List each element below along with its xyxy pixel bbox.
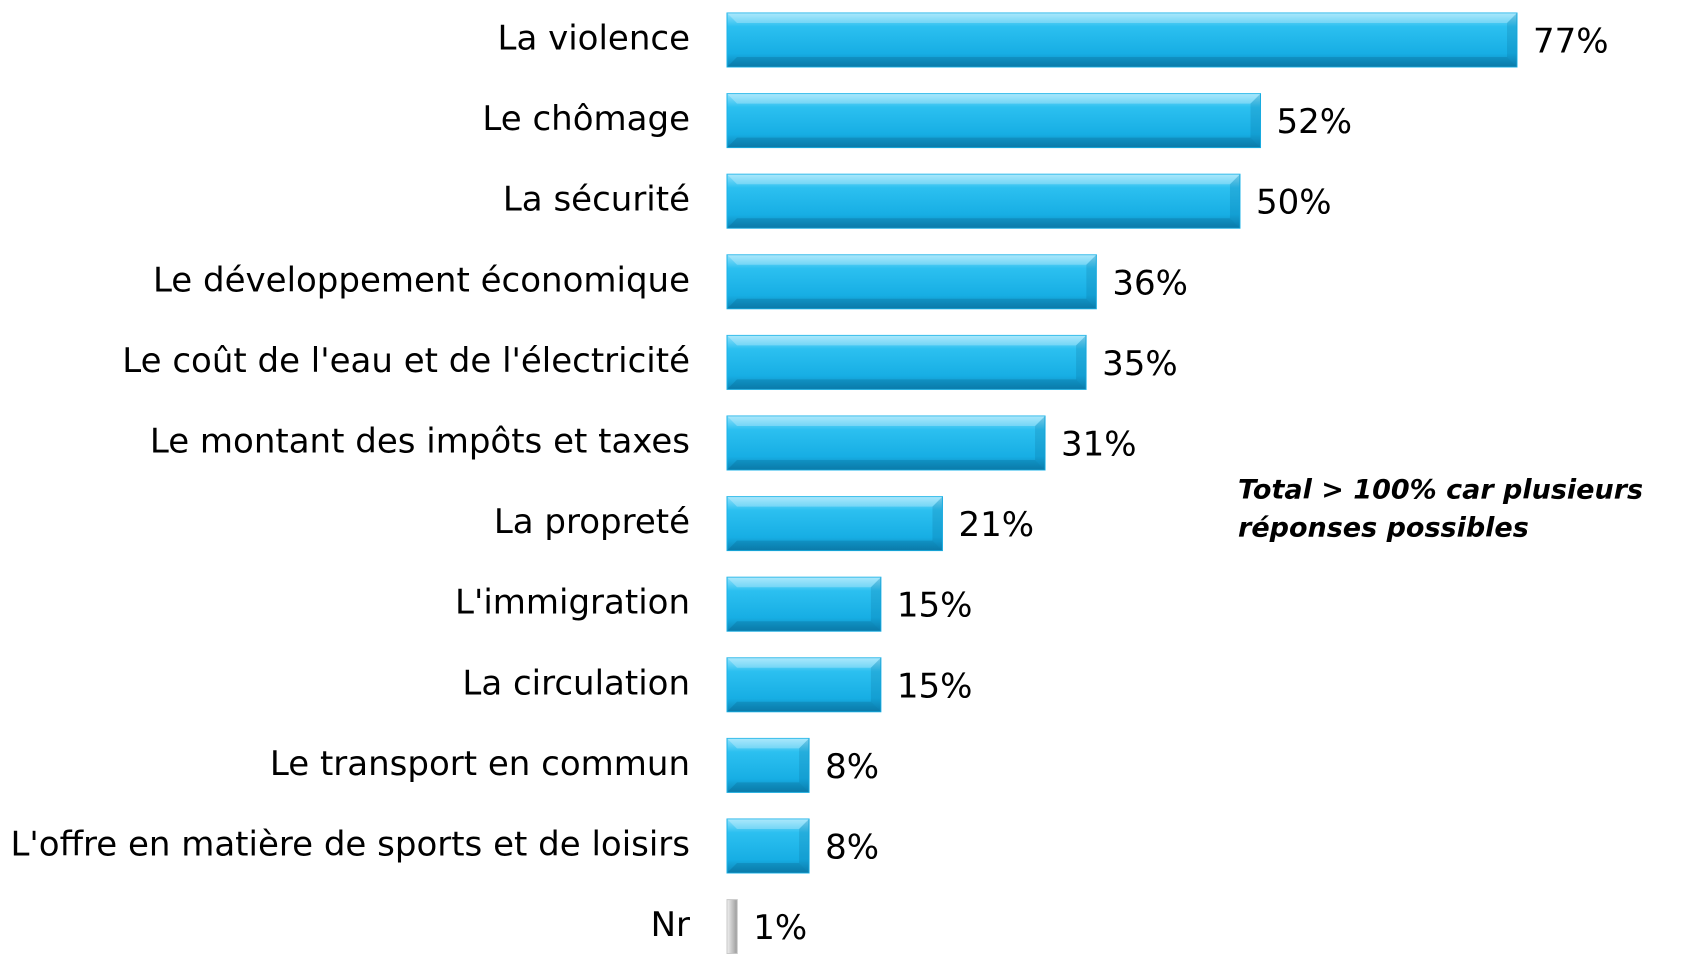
category-label: La circulation [462,663,690,703]
value-label: 15% [897,586,973,626]
bar-bevel [727,298,1097,309]
bar [726,415,1046,471]
category-label: La propreté [494,502,690,542]
bar-bevel [1507,13,1517,67]
category-label: L'offre en matière de sports et de loisi… [10,825,690,865]
bar-bevel [727,335,1087,346]
bar-bevel [1086,254,1097,309]
value-label: 31% [1061,425,1137,465]
bar-bevel [727,496,943,507]
value-label: 15% [897,666,973,706]
bar-bevel [1250,93,1261,148]
bar-bevel [870,657,881,712]
bar [726,334,1087,390]
bar-bevel [727,657,881,668]
category-label: Le transport en commun [270,744,690,784]
bar-bevel [727,863,810,873]
category-label: La violence [498,19,690,59]
annotation-line: Total > 100% car plusieurs [1238,475,1643,506]
bar-bevel [727,819,810,829]
bar-bevel [932,496,943,551]
category-label: Nr [651,905,690,945]
category-label: La sécurité [503,180,690,220]
bar-bevel [727,540,943,551]
bar-bevel [799,738,810,793]
bar-bevel [727,379,1087,390]
category-label: Le chômage [482,99,690,139]
bar-bevel [727,577,881,588]
bar-bevel [1229,174,1240,229]
bar-bevel [727,137,1261,148]
value-label: 35% [1102,344,1178,384]
category-label: Le développement économique [153,260,690,300]
bar-bevel [870,577,881,632]
bar [726,254,1097,310]
value-label: 8% [825,828,879,868]
bar [726,12,1518,68]
category-label: Le montant des impôts et taxes [150,422,690,462]
bar-bevel [1076,335,1087,390]
value-label: 52% [1277,102,1353,142]
bar [726,899,738,954]
bar [726,496,943,552]
bar [726,657,882,713]
bar-bevel [799,819,810,873]
bar-bevel [727,218,1240,229]
value-label: 1% [753,908,807,948]
bar-bevel [727,93,1261,104]
bar-bevel [727,416,1046,426]
value-label: 77% [1533,22,1609,62]
bar-bevel [727,13,1517,23]
bar-bevel [727,621,881,632]
bar-bevel [727,782,810,793]
bar-bevel [1035,416,1046,470]
bar-bevel [727,738,810,749]
category-label: Le coût de l'eau et de l'électricité [122,341,690,381]
bar-bevel [727,174,1240,185]
annotation-line: réponses possibles [1238,513,1529,544]
value-label: 50% [1256,183,1332,223]
bar-bevel [727,254,1097,265]
value-label: 21% [958,505,1034,545]
value-label: 36% [1112,263,1188,303]
bar [726,93,1262,149]
bar [726,737,810,793]
bar-bevel [727,57,1517,67]
bar-bevel [727,460,1046,470]
bar [726,818,810,874]
bar [726,173,1241,229]
bar-bevel [727,701,881,712]
value-label: 8% [825,747,879,787]
category-label: L'immigration [455,583,690,623]
bar [726,576,882,632]
